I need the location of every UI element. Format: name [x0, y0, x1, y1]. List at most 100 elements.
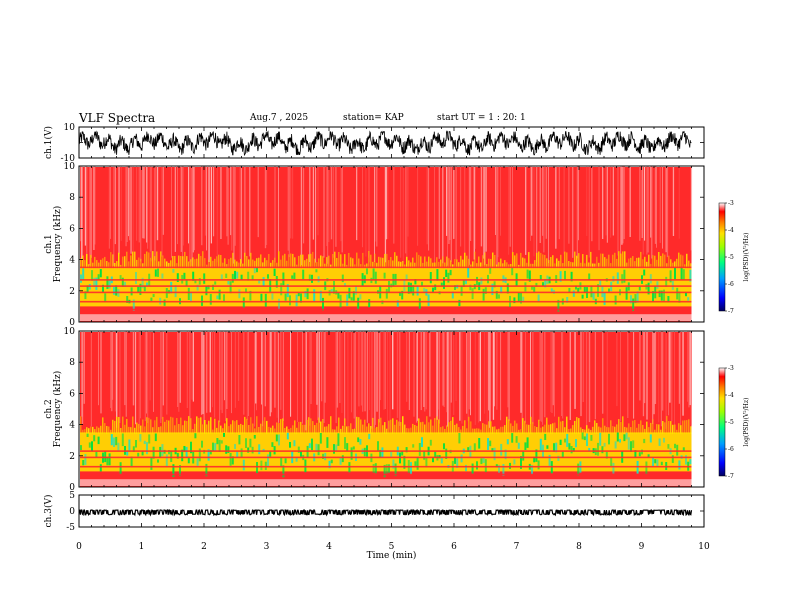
ch2-spectrogram-streak [138, 331, 140, 429]
ch1-spectrogram-flare [262, 262, 264, 269]
ch2-spectrogram-streak [221, 331, 223, 414]
ch1-spectrogram-band-cell [203, 273, 206, 284]
ch2-spectrogram-flare [270, 427, 272, 434]
ch1-spectrogram-band-cell [597, 284, 599, 297]
ch2-spectrogram-band-cell [344, 437, 346, 449]
ch1-spectrogram-band-cell [152, 294, 155, 298]
ch1-spectrogram-flare [294, 257, 296, 269]
ch1-spectrogram-flare [348, 253, 350, 269]
ch1-spectrogram-streak [500, 166, 501, 236]
ch1-spectrogram-band-cell [289, 295, 291, 306]
ch1-spectrogram-flare [392, 260, 394, 269]
ch1-spectrogram-streak [126, 166, 128, 242]
ch2-spectrogram-flare [176, 418, 178, 434]
ch2-spectrogram-streak [678, 331, 680, 404]
ch1-spectrogram-band-cell [407, 282, 410, 294]
ch1-spectrogram-band-cell [308, 274, 311, 281]
ch1-spectrogram-flare [100, 259, 102, 269]
ch1-spectrogram-streak [90, 166, 92, 258]
ch1-spectrogram-streak [446, 166, 448, 236]
ch1-spectrogram-streak [428, 166, 430, 251]
ch2-spectrogram-band-cell [300, 451, 302, 457]
ch2-spectrogram-flare [366, 426, 368, 434]
ch1-spectrogram-flare [458, 262, 460, 269]
ch2-spectrogram-band-cell [465, 464, 467, 472]
ch1-spectrogram-flare [208, 259, 210, 269]
ch3-waveform-ytick-label: 0 [69, 507, 75, 517]
ch2-spectrogram-band-cell [242, 459, 245, 471]
ch2-spectrogram-streak [544, 331, 546, 418]
ch1-spectrogram-streak [642, 166, 644, 255]
ch2-spectrogram-band-cell [196, 458, 199, 466]
ch2-spectrogram-flare [144, 426, 146, 434]
ch2-spectrogram-flare [282, 418, 284, 434]
ch2-spectrogram-flare [408, 428, 410, 434]
ch2-spectrogram-band-cell [333, 444, 335, 454]
ch1-spectrogram-flare [514, 255, 516, 269]
ch1-spectrogram-flare [662, 253, 664, 269]
ch1-spectrogram-streak [480, 166, 483, 247]
ch2-spectrogram-streak [620, 331, 621, 422]
ch1-spectrogram-streak [442, 166, 444, 264]
ch1-spectrogram-band-cell [685, 292, 687, 297]
ch2-spectrogram-streak [124, 331, 126, 406]
ch1-spectrogram-band-cell [240, 274, 243, 280]
ch1-spectrogram-flare [408, 260, 410, 269]
ch2-spectrogram-band-cell [137, 452, 140, 457]
ch2-spectrogram-streak [417, 331, 418, 421]
ch2-spectrogram-flare [190, 418, 192, 434]
ch2-spectrogram-flare [546, 417, 548, 434]
ch2-spectrogram-ytick-label: 10 [64, 327, 76, 337]
ch2-spectrogram-flare [156, 416, 158, 434]
ch2-spectrogram-flare [642, 425, 644, 434]
ch1-spectrogram-flare [92, 262, 94, 269]
ch2-spectrogram-flare [382, 425, 384, 434]
ch2-spectrogram-flare [312, 421, 314, 434]
ch2-spectrogram-streak [81, 331, 83, 417]
ch2-spectrogram-streak [561, 331, 562, 416]
ch1-spectrogram-flare [234, 259, 236, 269]
ch1-spectrogram-streak [449, 166, 451, 240]
ch2-spectrogram-band-cell [205, 463, 208, 477]
ch1-spectrogram-flare [418, 254, 420, 269]
ch2-spectrogram-band-cell [357, 437, 360, 443]
ch1-spectrogram-flare [604, 257, 606, 269]
ch1-spectrogram-flare [536, 252, 538, 269]
ch1-spectrogram-streak [188, 166, 189, 244]
ch1-spectrogram-band-cell [630, 295, 632, 304]
ch2-spectrogram-flare [628, 423, 630, 434]
ch1-spectrogram-streak [177, 166, 178, 245]
ch1-spectrogram-band-cell [297, 293, 300, 297]
ch1-spectrogram-flare [598, 262, 600, 269]
ch1-spectrogram-band-cell [432, 287, 434, 293]
ch2-spectrogram-streak [280, 331, 282, 410]
ch2-spectrogram-band-cell [304, 459, 307, 473]
ch2-spectrogram-band-cell [148, 434, 151, 444]
ch1-spectrogram-flare [212, 260, 214, 269]
ch1-spectrogram-flare [644, 256, 646, 269]
ch1-spectrogram-band-cell [253, 267, 256, 274]
ch1-spectrogram-flare [114, 263, 116, 269]
ch1-spectrogram-flare [342, 263, 344, 269]
ch1-spectrogram-band-cell [86, 285, 89, 293]
ch1-spectrogram-flare [164, 258, 166, 269]
ch1-spectrogram-flare [468, 258, 470, 269]
ch1-spectrogram-flare [80, 258, 82, 269]
ch2-spectrogram-flare [474, 428, 476, 434]
ch1-spectrogram-streak [233, 166, 235, 264]
ch1-spectrogram-band-cell [172, 269, 175, 273]
ch1-spectrogram-flare [390, 257, 392, 269]
ch2-spectrogram-streak [438, 331, 440, 424]
ch1-spectrogram-flare [104, 256, 106, 269]
ch1-spectrogram-band-cell [636, 291, 639, 303]
ch1-spectrogram-band-cell [256, 267, 258, 273]
ch2-spectrogram-streak [383, 331, 385, 410]
ch2-spectrogram-streak [111, 331, 113, 412]
ch1-spectrogram-flare [286, 260, 288, 269]
ch2-spectrogram-flare [406, 428, 408, 434]
ch1-spectrogram-streak [650, 166, 652, 238]
ch1-spectrogram-band-cell [535, 282, 538, 287]
ch1-spectrogram-flare [564, 251, 566, 269]
ch2-spectrogram-streak [489, 331, 491, 428]
ch2-spectrogram-streak [551, 331, 553, 413]
